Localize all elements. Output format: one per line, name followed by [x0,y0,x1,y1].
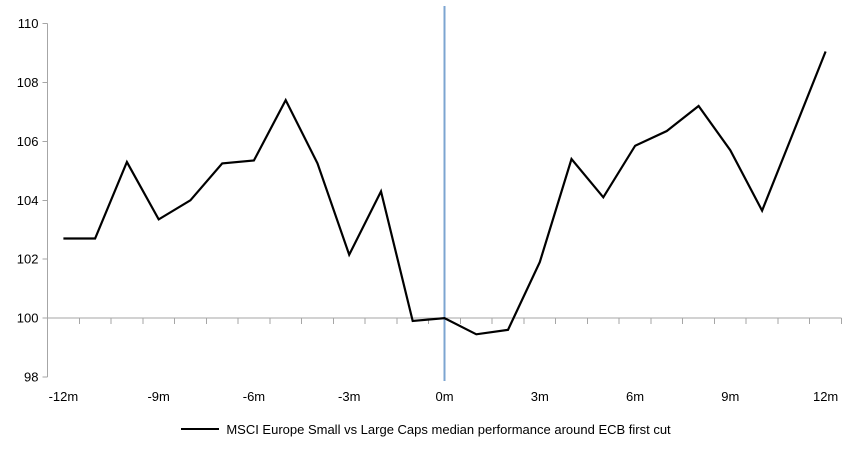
x-axis-label: 12m [813,389,838,404]
x-axis-label: -3m [338,389,360,404]
y-axis-label: 104 [17,193,39,208]
legend-label: MSCI Europe Small vs Large Caps median p… [226,421,671,437]
x-axis-label: -12m [49,389,79,404]
series-polyline [63,51,827,336]
legend-line-swatch [181,428,220,430]
x-axis-label: 9m [721,389,739,404]
x-axis-label: 6m [626,389,644,404]
y-axis-label: 110 [18,16,39,31]
x-axis-label: 0m [435,389,453,404]
x-axis-label: 3m [531,389,549,404]
y-axis-label: 106 [17,134,39,149]
y-axis-label: 108 [17,75,39,90]
y-axis-label: 98 [24,370,38,385]
y-axis-label: 102 [17,252,39,267]
chart-legend: MSCI Europe Small vs Large Caps median p… [0,419,852,439]
x-axis-label: -6m [243,389,265,404]
x-axis-label: -9m [147,389,169,404]
y-axis-label: 100 [17,311,39,326]
